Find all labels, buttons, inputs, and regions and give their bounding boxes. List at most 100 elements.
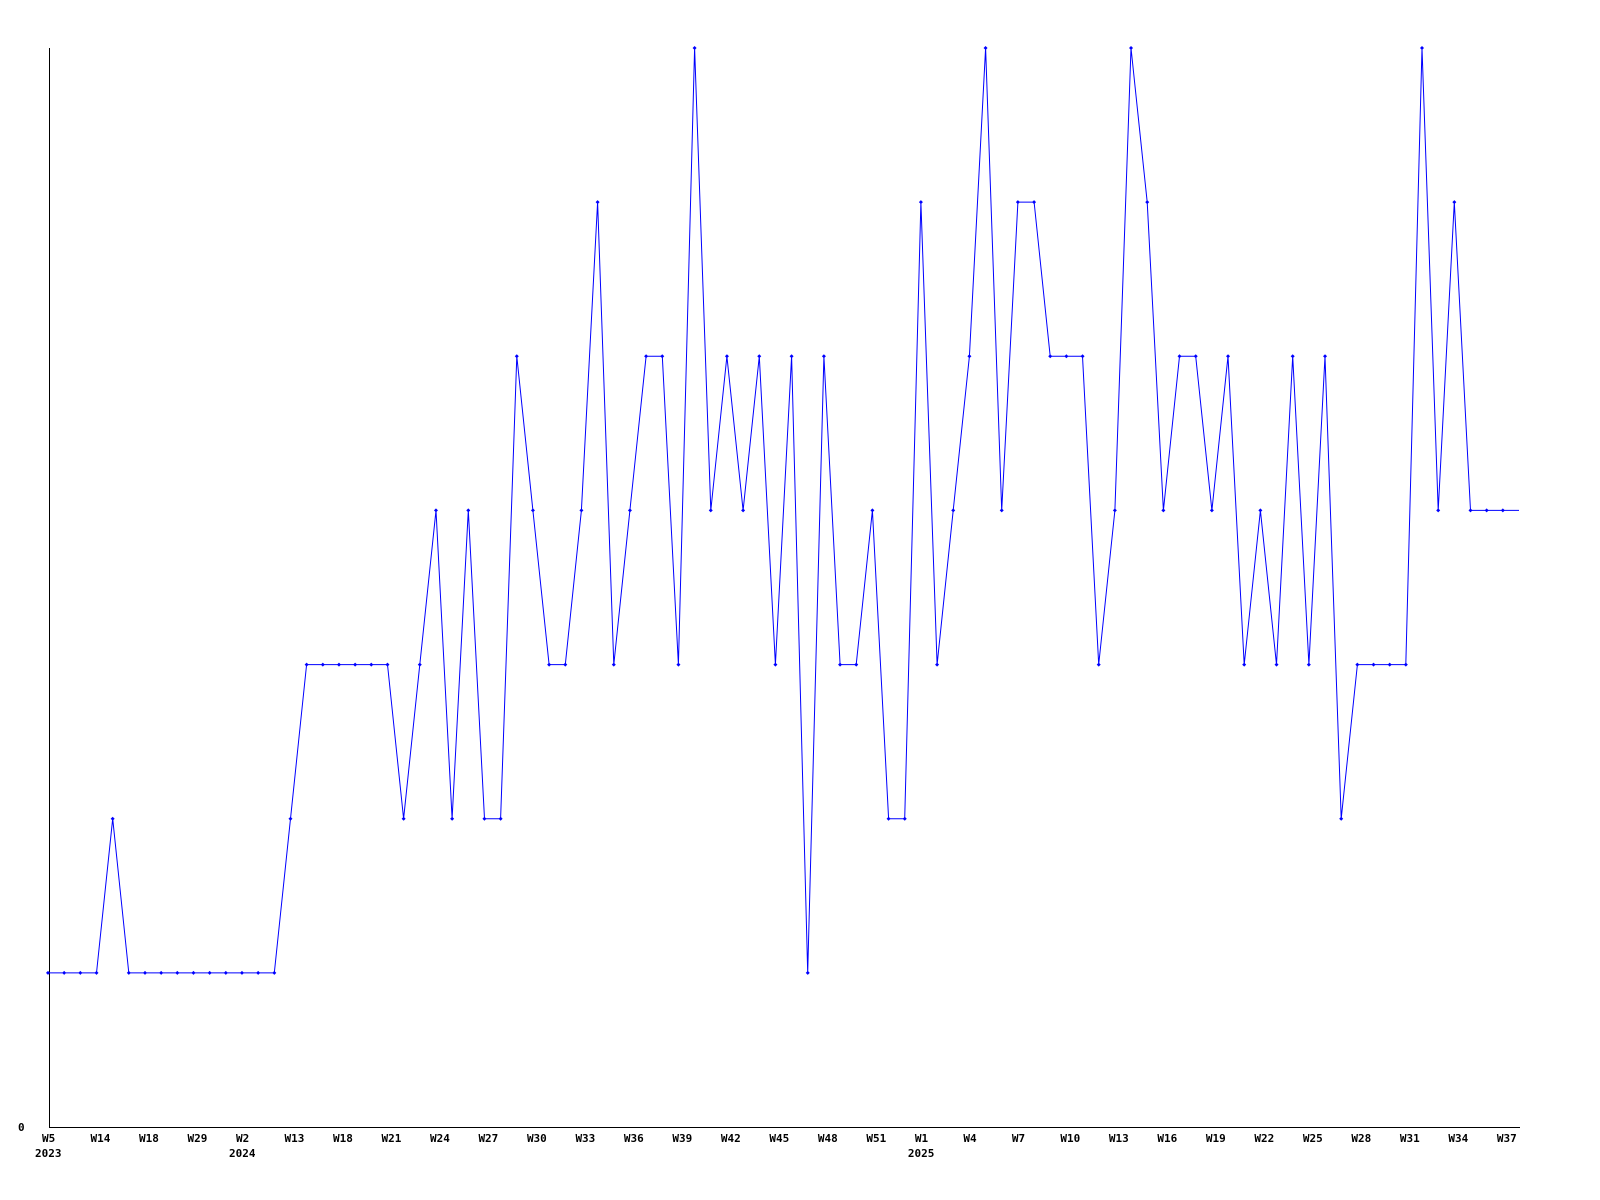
x-tick-label: W13 (1109, 1132, 1129, 1145)
data-point (805, 970, 810, 975)
data-point (1096, 662, 1101, 667)
data-point (239, 970, 244, 975)
data-point (46, 970, 50, 975)
x-tick-label: W2 (236, 1132, 249, 1145)
data-point (369, 662, 374, 667)
data-point (304, 662, 309, 667)
data-point (595, 200, 600, 205)
data-point (676, 662, 681, 667)
data-point (78, 970, 83, 975)
data-point (724, 354, 729, 359)
data-point (644, 354, 649, 359)
data-point (579, 508, 584, 513)
x-tick-label: W22 (1254, 1132, 1274, 1145)
data-point (498, 816, 503, 821)
data-point (272, 970, 277, 975)
x-tick-label: W37 (1497, 1132, 1517, 1145)
data-point (886, 816, 891, 821)
x-tick-label: W1 (915, 1132, 929, 1145)
data-point (1032, 200, 1037, 205)
x-tick-label: W10 (1060, 1132, 1080, 1145)
data-point (288, 816, 293, 821)
x-tick-label: W5 (42, 1132, 55, 1145)
x-tick-label: W29 (187, 1132, 207, 1145)
x-tick-label: W36 (624, 1132, 644, 1145)
data-point (1129, 46, 1134, 50)
data-point (1015, 200, 1020, 205)
data-point (1290, 354, 1295, 359)
data-point (1258, 508, 1263, 513)
data-point (1403, 662, 1408, 667)
data-point (353, 662, 358, 667)
data-point (1306, 662, 1311, 667)
data-point (741, 508, 746, 513)
x-tick-label: W33 (575, 1132, 595, 1145)
data-point (1452, 200, 1457, 205)
data-point (708, 508, 713, 513)
data-point (870, 508, 875, 513)
x-tick-label: W48 (818, 1132, 838, 1145)
x-tick-label: W4 (963, 1132, 977, 1145)
x-tick-year-label: 2023 (35, 1147, 62, 1160)
x-tick-label: W16 (1157, 1132, 1177, 1145)
data-point (62, 970, 67, 975)
data-point (1177, 354, 1182, 359)
x-tick-label: W19 (1206, 1132, 1226, 1145)
data-point (547, 662, 552, 667)
data-point (450, 816, 455, 821)
data-point (838, 662, 843, 667)
data-point (256, 970, 261, 975)
data-point (1161, 508, 1166, 513)
x-tick-label: W25 (1303, 1132, 1323, 1145)
data-point (1500, 508, 1505, 513)
data-point (660, 354, 665, 359)
data-point (401, 816, 406, 821)
x-tick-label: W42 (721, 1132, 741, 1145)
data-point (1064, 354, 1069, 359)
x-tick-label: W28 (1351, 1132, 1371, 1145)
data-point (1274, 662, 1279, 667)
x-tick-year-label: 2025 (908, 1147, 935, 1160)
data-point (191, 970, 196, 975)
data-point (757, 354, 762, 359)
data-point (563, 662, 568, 667)
data-point (627, 508, 632, 513)
data-point (336, 662, 341, 667)
data-point (902, 816, 907, 821)
x-tick-label: W39 (672, 1132, 692, 1145)
data-point (1387, 662, 1392, 667)
data-point (1323, 354, 1328, 359)
data-point (126, 970, 131, 975)
x-tick-label: W31 (1400, 1132, 1420, 1145)
data-point (417, 662, 422, 667)
y-tick-label: 0 (18, 1121, 25, 1134)
data-point (207, 970, 212, 975)
x-tick-label: W14 (90, 1132, 110, 1145)
data-point (999, 508, 1004, 513)
x-tick-label: W21 (381, 1132, 401, 1145)
x-tick-label: W45 (769, 1132, 789, 1145)
data-point (1145, 200, 1150, 205)
data-point (1484, 508, 1489, 513)
x-tick-label: W7 (1012, 1132, 1025, 1145)
data-point (1242, 662, 1247, 667)
data-point (159, 970, 164, 975)
data-point (94, 970, 99, 975)
data-point (951, 508, 956, 513)
data-point (1436, 508, 1441, 513)
data-point (530, 508, 535, 513)
data-point (854, 662, 859, 667)
x-tick-label: W18 (139, 1132, 159, 1145)
x-tick-label: W34 (1448, 1132, 1468, 1145)
data-point (1048, 354, 1053, 359)
data-point (1226, 354, 1231, 359)
data-point (482, 816, 487, 821)
x-tick-year-label: 2024 (229, 1147, 256, 1160)
data-point (223, 970, 228, 975)
data-point (789, 354, 794, 359)
data-point (1468, 508, 1473, 513)
data-point (1371, 662, 1376, 667)
data-point (1339, 816, 1344, 821)
